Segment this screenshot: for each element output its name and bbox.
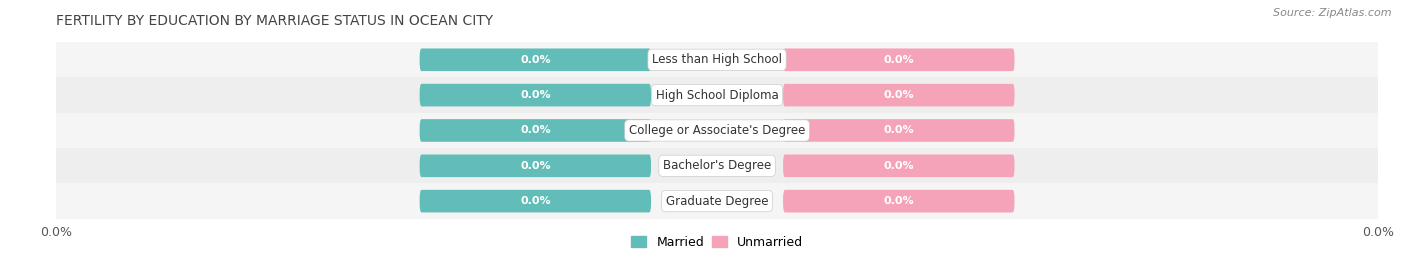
FancyBboxPatch shape	[783, 119, 1015, 142]
FancyBboxPatch shape	[419, 154, 651, 177]
Bar	[56, 113, 1378, 148]
Text: 0.0%: 0.0%	[520, 161, 551, 171]
Text: 0.0%: 0.0%	[883, 55, 914, 65]
FancyBboxPatch shape	[783, 48, 1015, 71]
FancyBboxPatch shape	[419, 48, 651, 71]
Bar	[56, 183, 1378, 219]
FancyBboxPatch shape	[783, 190, 1015, 213]
Bar	[56, 148, 1378, 183]
Text: High School Diploma: High School Diploma	[655, 89, 779, 102]
Text: 0.0%: 0.0%	[520, 125, 551, 136]
Text: 0.0%: 0.0%	[520, 90, 551, 100]
Text: Graduate Degree: Graduate Degree	[666, 195, 768, 208]
Text: 0.0%: 0.0%	[883, 161, 914, 171]
Text: College or Associate's Degree: College or Associate's Degree	[628, 124, 806, 137]
Legend: Married, Unmarried: Married, Unmarried	[626, 231, 808, 254]
Text: 0.0%: 0.0%	[883, 196, 914, 206]
Bar	[56, 42, 1378, 77]
Text: 0.0%: 0.0%	[520, 196, 551, 206]
FancyBboxPatch shape	[419, 84, 651, 107]
Text: 0.0%: 0.0%	[883, 90, 914, 100]
FancyBboxPatch shape	[783, 84, 1015, 107]
FancyBboxPatch shape	[419, 190, 651, 213]
Text: Less than High School: Less than High School	[652, 53, 782, 66]
Text: 0.0%: 0.0%	[883, 125, 914, 136]
Text: 0.0%: 0.0%	[520, 55, 551, 65]
Bar	[56, 77, 1378, 113]
Text: Bachelor's Degree: Bachelor's Degree	[664, 159, 770, 172]
Text: Source: ZipAtlas.com: Source: ZipAtlas.com	[1274, 8, 1392, 18]
FancyBboxPatch shape	[419, 119, 651, 142]
Text: FERTILITY BY EDUCATION BY MARRIAGE STATUS IN OCEAN CITY: FERTILITY BY EDUCATION BY MARRIAGE STATU…	[56, 14, 494, 28]
FancyBboxPatch shape	[783, 154, 1015, 177]
